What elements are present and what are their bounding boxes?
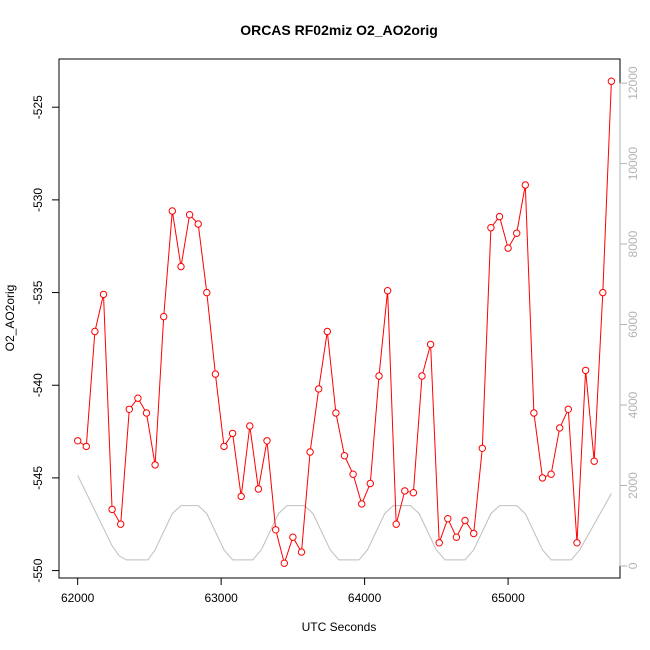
y2-tick-label: 4000 (626, 391, 640, 418)
data-point (495, 212, 504, 221)
data-point (444, 515, 452, 523)
data-point (297, 548, 306, 556)
x-tick-label: 63000 (204, 591, 238, 605)
x-axis: 62000 63000 64000 65000 (61, 577, 525, 605)
data-point (452, 533, 461, 541)
y-axis-label: O2_AO2orig (3, 285, 17, 352)
data-point (470, 529, 478, 538)
data-point (323, 327, 331, 336)
data-point (91, 327, 99, 336)
data-point (211, 370, 220, 378)
data-point (125, 405, 134, 413)
altitude-line (77, 475, 612, 561)
chart-title: ORCAS RF02miz O2_AO2orig (240, 22, 438, 38)
data-point (246, 422, 254, 430)
y-tick-label: -525 (31, 95, 45, 119)
data-point (74, 437, 82, 445)
data-point (332, 409, 340, 417)
data-point (366, 479, 374, 488)
data-point (289, 533, 297, 541)
x-tick-label: 62000 (61, 591, 95, 605)
data-point (590, 457, 598, 465)
data-point (272, 526, 280, 534)
y2-tick-label: 12000 (626, 66, 640, 100)
altitude-series (77, 475, 612, 561)
data-point (203, 288, 211, 297)
data-point (513, 229, 521, 237)
data-point (383, 287, 392, 295)
o2-line (77, 81, 612, 565)
plot-frame (58, 58, 621, 579)
data-point (564, 405, 572, 413)
data-point (547, 470, 555, 478)
data-point (340, 452, 349, 460)
data-point (142, 409, 151, 417)
y-tick-label: -540 (31, 373, 45, 397)
data-point (99, 290, 108, 299)
data-point (185, 211, 194, 219)
data-point (409, 489, 418, 497)
y-tick-label: -535 (31, 280, 45, 304)
data-point (349, 470, 357, 478)
data-point (573, 539, 581, 547)
data-point (177, 262, 185, 271)
y-tick-label: -545 (31, 466, 45, 490)
data-point (134, 394, 142, 402)
y2-tick-label: 2000 (626, 472, 640, 499)
data-point (375, 372, 383, 380)
data-point (435, 539, 443, 547)
data-point (237, 492, 245, 501)
data-point (194, 220, 202, 228)
y-tick-label: -550 (31, 558, 45, 582)
data-point (108, 505, 116, 514)
y2-tick-label: 8000 (626, 230, 640, 257)
y2-tick-label: 0 (626, 562, 640, 569)
data-point (461, 516, 469, 525)
data-point (521, 181, 529, 189)
data-point (160, 312, 168, 321)
data-point (478, 444, 486, 452)
y2-tick-label: 10000 (626, 147, 640, 181)
data-point (263, 437, 271, 445)
data-point (401, 487, 409, 495)
data-point (220, 442, 228, 451)
data-point (280, 559, 288, 567)
data-point (599, 288, 607, 297)
y2-tick-label: 6000 (626, 311, 640, 338)
data-point (581, 366, 590, 375)
o2-series-line (77, 81, 612, 565)
data-point (228, 429, 237, 438)
data-point (306, 448, 314, 456)
x-axis-label: UTC Seconds (302, 620, 377, 634)
data-point (504, 244, 512, 252)
data-point (315, 385, 323, 393)
data-point (82, 442, 91, 451)
data-point (392, 520, 400, 528)
data-point (117, 520, 125, 528)
x-tick-label: 64000 (348, 591, 382, 605)
o2-series-points (74, 77, 616, 567)
data-point (168, 207, 177, 215)
data-point (358, 500, 366, 508)
data-point (538, 474, 547, 482)
x-tick-label: 65000 (491, 591, 525, 605)
data-point (254, 485, 263, 493)
data-point (487, 224, 495, 232)
data-point (151, 461, 159, 469)
y-tick-label: -530 (31, 188, 45, 212)
data-point (426, 340, 435, 349)
y2-axis: 0 2000 4000 6000 8000 10000 12000 (619, 66, 640, 569)
data-point (556, 424, 564, 432)
y-axis: -550 -545 -540 -535 -530 -525 (31, 95, 60, 583)
data-point (418, 372, 426, 380)
data-point (530, 409, 538, 417)
data-point (607, 77, 616, 85)
